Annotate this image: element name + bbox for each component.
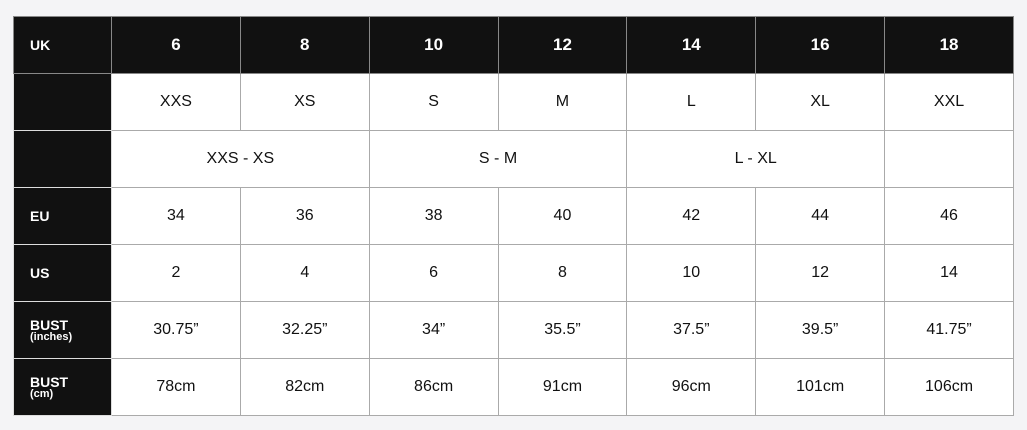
- bust-cm: 91cm: [497, 358, 628, 416]
- uk-size: 12: [497, 16, 628, 74]
- bust-cm: 82cm: [239, 358, 370, 416]
- letter-size: XL: [755, 73, 886, 131]
- bust-cm: 78cm: [111, 358, 241, 416]
- bust-inches-row: BUST (inches) 30.75” 32.25” 34” 35.5” 37.…: [13, 301, 1014, 359]
- row-label-bust-inches: BUST (inches): [13, 301, 112, 359]
- uk-size: 6: [111, 16, 241, 74]
- range-size-row: XXS - XS S - M L - XL: [13, 130, 1014, 188]
- eu-size: 46: [884, 187, 1014, 245]
- range-size: L - XL: [626, 130, 886, 188]
- letter-size: M: [497, 73, 628, 131]
- range-size: XXS - XS: [111, 130, 370, 188]
- eu-row: EU 34 36 38 40 42 44 46: [13, 187, 1014, 245]
- eu-size: 34: [111, 187, 241, 245]
- bust-inches: 41.75”: [884, 301, 1014, 359]
- header-row-uk: UK 6 8 10 12 14 16 18: [13, 16, 1014, 74]
- bust-inches: 34”: [368, 301, 499, 359]
- row-label-uk: UK: [13, 16, 112, 74]
- us-size: 10: [626, 244, 757, 302]
- row-label-us: US: [13, 244, 112, 302]
- us-size: 12: [755, 244, 886, 302]
- bust-cm: 106cm: [884, 358, 1014, 416]
- bust-unit-label: (cm): [30, 387, 54, 400]
- bust-label: BUST: [30, 373, 69, 390]
- uk-size: 18: [884, 16, 1014, 74]
- us-size: 8: [497, 244, 628, 302]
- bust-label: BUST: [30, 316, 69, 333]
- eu-size: 36: [239, 187, 370, 245]
- bust-inches: 37.5”: [626, 301, 757, 359]
- range-size: [884, 130, 1014, 188]
- letter-size: S: [368, 73, 499, 131]
- letter-size: XXS: [111, 73, 241, 131]
- bust-cm: 101cm: [755, 358, 886, 416]
- uk-size: 14: [626, 16, 757, 74]
- row-label-eu: EU: [13, 187, 112, 245]
- eu-size: 38: [368, 187, 499, 245]
- row-label-letter: [13, 73, 112, 131]
- size-chart-table: UK 6 8 10 12 14 16 18 XXS XS S M L XL XX…: [13, 16, 1014, 416]
- range-size: S - M: [368, 130, 628, 188]
- uk-size: 8: [239, 16, 370, 74]
- bust-inches: 30.75”: [111, 301, 241, 359]
- uk-size: 10: [368, 16, 499, 74]
- eu-size: 42: [626, 187, 757, 245]
- letter-size: L: [626, 73, 757, 131]
- letter-size: XS: [239, 73, 370, 131]
- bust-cm: 96cm: [626, 358, 757, 416]
- eu-size: 44: [755, 187, 886, 245]
- us-size: 2: [111, 244, 241, 302]
- uk-size: 16: [755, 16, 886, 74]
- letter-size: XXL: [884, 73, 1014, 131]
- eu-size: 40: [497, 187, 628, 245]
- us-size: 14: [884, 244, 1014, 302]
- row-label-bust-cm: BUST (cm): [13, 358, 112, 416]
- bust-cm-row: BUST (cm) 78cm 82cm 86cm 91cm 96cm 101cm …: [13, 358, 1014, 416]
- us-size: 6: [368, 244, 499, 302]
- us-size: 4: [239, 244, 370, 302]
- bust-inches: 39.5”: [755, 301, 886, 359]
- bust-inches: 35.5”: [497, 301, 628, 359]
- bust-inches: 32.25”: [239, 301, 370, 359]
- letter-size-row: XXS XS S M L XL XXL: [13, 73, 1014, 131]
- us-row: US 2 4 6 8 10 12 14: [13, 244, 1014, 302]
- bust-cm: 86cm: [368, 358, 499, 416]
- bust-unit-label: (inches): [30, 330, 73, 343]
- row-label-range: [13, 130, 112, 188]
